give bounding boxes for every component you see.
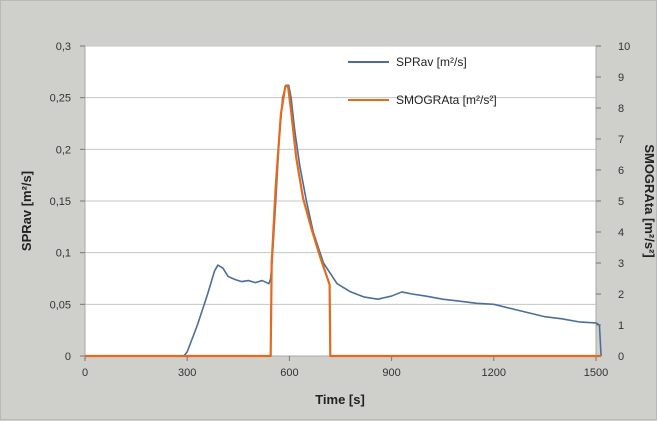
y-right-tick-label: 1 bbox=[618, 320, 624, 332]
y-right-axis-title: SMOGRAta [m²/s²] bbox=[642, 144, 657, 257]
legend-label-smograta: SMOGRAta [m²/s²] bbox=[396, 93, 497, 107]
legend: SPRav [m²/s] SMOGRAta [m²/s²] bbox=[348, 55, 497, 107]
y-left-tick-label: 0,25 bbox=[50, 93, 71, 105]
y-right-tick-label: 2 bbox=[618, 289, 624, 301]
y-left-tick-label: 0,2 bbox=[56, 144, 71, 156]
y-left-axis-title: SPRav [m²/s] bbox=[19, 171, 34, 251]
y-right-tick-label: 4 bbox=[618, 227, 624, 239]
y-left-tick-label: 0,1 bbox=[56, 248, 71, 260]
y-left-tick-label: 0,15 bbox=[50, 196, 71, 208]
x-tick-label: 1500 bbox=[584, 367, 608, 379]
x-tick-label: 600 bbox=[280, 367, 298, 379]
x-tick-label: 300 bbox=[178, 367, 196, 379]
x-tick-label: 1200 bbox=[482, 367, 506, 379]
x-axis-title: Time [s] bbox=[315, 392, 365, 407]
x-tick-label: 900 bbox=[382, 367, 400, 379]
y-left-tick-label: 0,05 bbox=[50, 299, 71, 311]
x-tick-label: 0 bbox=[82, 367, 88, 379]
y-right-tick-label: 7 bbox=[618, 134, 624, 146]
y-right-tick-label: 0 bbox=[618, 351, 624, 363]
y-right-tick-label: 6 bbox=[618, 165, 624, 177]
y-left-tick-label: 0,3 bbox=[56, 41, 71, 53]
series-line-sprav bbox=[85, 84, 602, 357]
grid-lines bbox=[85, 45, 596, 305]
tick-labels: 0 0,05 0,1 0,15 0,2 0,25 0,3 0 1 2 3 4 5 6 7 8 9 10 0 300 60… bbox=[50, 41, 631, 379]
legend-label-sprav: SPRav [m²/s] bbox=[396, 55, 467, 69]
y-right-tick-label: 8 bbox=[618, 103, 624, 115]
y-right-tick-label: 5 bbox=[618, 196, 624, 208]
y-left-tick-label: 0 bbox=[65, 351, 71, 363]
series-lines bbox=[85, 84, 602, 358]
y-right-tick-label: 9 bbox=[618, 72, 624, 84]
series-line-smograta bbox=[85, 85, 602, 358]
y-right-tick-label: 3 bbox=[618, 258, 624, 270]
y-right-tick-label: 10 bbox=[618, 41, 630, 53]
